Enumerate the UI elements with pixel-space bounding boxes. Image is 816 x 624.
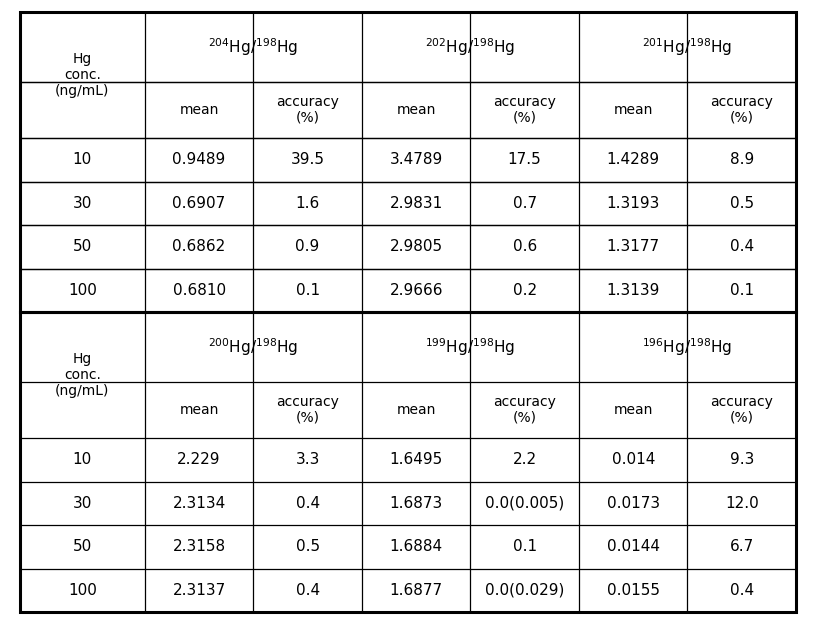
Text: 1.6: 1.6	[295, 196, 320, 211]
Text: 17.5: 17.5	[508, 152, 542, 167]
Text: 39.5: 39.5	[290, 152, 325, 167]
Text: $\mathregular{^{201}}$Hg/$\mathregular{^{198}}$Hg: $\mathregular{^{201}}$Hg/$\mathregular{^…	[642, 36, 733, 57]
Text: 0.0(0.005): 0.0(0.005)	[485, 496, 565, 511]
Text: accuracy
(%): accuracy (%)	[710, 95, 774, 125]
Text: 0.0173: 0.0173	[606, 496, 660, 511]
Text: $\mathregular{^{199}}$Hg/$\mathregular{^{198}}$Hg: $\mathregular{^{199}}$Hg/$\mathregular{^…	[425, 336, 516, 358]
Text: 100: 100	[68, 583, 97, 598]
Text: accuracy
(%): accuracy (%)	[710, 395, 774, 425]
Text: 0.6: 0.6	[512, 239, 537, 255]
Text: 10: 10	[73, 152, 92, 167]
Text: mean: mean	[614, 403, 653, 417]
Text: 30: 30	[73, 496, 92, 511]
Text: 0.014: 0.014	[611, 452, 655, 467]
Text: mean: mean	[180, 103, 219, 117]
Text: 2.9666: 2.9666	[389, 283, 443, 298]
Text: 9.3: 9.3	[730, 452, 754, 467]
Text: 1.6873: 1.6873	[389, 496, 443, 511]
Text: 2.3158: 2.3158	[172, 539, 226, 554]
Text: 0.6810: 0.6810	[172, 283, 226, 298]
Text: 0.5: 0.5	[295, 539, 320, 554]
Text: $\mathregular{^{204}}$Hg/$\mathregular{^{198}}$Hg: $\mathregular{^{204}}$Hg/$\mathregular{^…	[208, 36, 299, 57]
Text: 1.6884: 1.6884	[389, 539, 443, 554]
Text: $\mathregular{^{200}}$Hg/$\mathregular{^{198}}$Hg: $\mathregular{^{200}}$Hg/$\mathregular{^…	[208, 336, 299, 358]
Text: 0.4: 0.4	[295, 496, 320, 511]
Text: 1.6877: 1.6877	[389, 583, 443, 598]
Text: 0.7: 0.7	[512, 196, 537, 211]
Text: accuracy
(%): accuracy (%)	[276, 95, 339, 125]
Text: 0.9: 0.9	[295, 239, 320, 255]
Text: mean: mean	[397, 103, 436, 117]
Text: 1.4289: 1.4289	[606, 152, 660, 167]
Bar	[20, 312, 796, 612]
Text: 2.2: 2.2	[512, 452, 537, 467]
Text: mean: mean	[614, 103, 653, 117]
Text: 1.3193: 1.3193	[606, 196, 660, 211]
Text: $\mathregular{^{196}}$Hg/$\mathregular{^{198}}$Hg: $\mathregular{^{196}}$Hg/$\mathregular{^…	[642, 336, 733, 358]
Text: 3.3: 3.3	[295, 452, 320, 467]
Text: 6.7: 6.7	[730, 539, 754, 554]
Text: 8.9: 8.9	[730, 152, 754, 167]
Text: 0.1: 0.1	[295, 283, 320, 298]
Text: 1.6495: 1.6495	[389, 452, 443, 467]
Text: accuracy
(%): accuracy (%)	[493, 395, 557, 425]
Text: 2.3137: 2.3137	[172, 583, 226, 598]
Text: 30: 30	[73, 196, 92, 211]
Text: Hg
conc.
(ng/mL): Hg conc. (ng/mL)	[55, 352, 109, 398]
Text: 2.3134: 2.3134	[172, 496, 226, 511]
Text: 100: 100	[68, 283, 97, 298]
Text: 0.4: 0.4	[730, 239, 754, 255]
Text: 0.4: 0.4	[730, 583, 754, 598]
Text: mean: mean	[180, 403, 219, 417]
Text: 0.0155: 0.0155	[607, 583, 659, 598]
Text: 2.9831: 2.9831	[389, 196, 443, 211]
Text: 12.0: 12.0	[725, 496, 759, 511]
Text: 0.6907: 0.6907	[172, 196, 226, 211]
Text: 0.0(0.029): 0.0(0.029)	[485, 583, 565, 598]
Bar	[20, 12, 796, 312]
Text: 2.229: 2.229	[177, 452, 221, 467]
Text: 50: 50	[73, 539, 92, 554]
Text: mean: mean	[397, 403, 436, 417]
Text: 0.0144: 0.0144	[607, 539, 659, 554]
Text: 2.9805: 2.9805	[389, 239, 443, 255]
Text: 0.5: 0.5	[730, 196, 754, 211]
Text: $\mathregular{^{202}}$Hg/$\mathregular{^{198}}$Hg: $\mathregular{^{202}}$Hg/$\mathregular{^…	[425, 36, 516, 57]
Text: 50: 50	[73, 239, 92, 255]
Text: 0.4: 0.4	[295, 583, 320, 598]
Text: accuracy
(%): accuracy (%)	[493, 95, 557, 125]
Text: 0.1: 0.1	[512, 539, 537, 554]
Text: 0.1: 0.1	[730, 283, 754, 298]
Text: 1.3177: 1.3177	[606, 239, 660, 255]
Text: 10: 10	[73, 452, 92, 467]
Text: accuracy
(%): accuracy (%)	[276, 395, 339, 425]
Text: 1.3139: 1.3139	[606, 283, 660, 298]
Text: 0.9489: 0.9489	[172, 152, 226, 167]
Text: 0.6862: 0.6862	[172, 239, 226, 255]
Text: 3.4789: 3.4789	[389, 152, 443, 167]
Text: 0.2: 0.2	[512, 283, 537, 298]
Text: Hg
conc.
(ng/mL): Hg conc. (ng/mL)	[55, 52, 109, 98]
